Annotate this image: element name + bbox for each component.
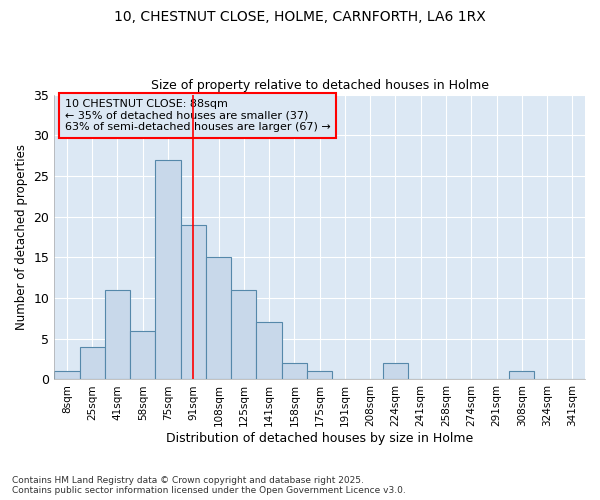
- Bar: [181, 225, 206, 380]
- Text: 10 CHESTNUT CLOSE: 88sqm
← 35% of detached houses are smaller (37)
63% of semi-d: 10 CHESTNUT CLOSE: 88sqm ← 35% of detach…: [65, 99, 331, 132]
- Bar: [307, 372, 332, 380]
- Bar: [282, 363, 307, 380]
- Text: 10, CHESTNUT CLOSE, HOLME, CARNFORTH, LA6 1RX: 10, CHESTNUT CLOSE, HOLME, CARNFORTH, LA…: [114, 10, 486, 24]
- Bar: [155, 160, 181, 380]
- Bar: [509, 372, 535, 380]
- Bar: [105, 290, 130, 380]
- Bar: [54, 372, 80, 380]
- Bar: [206, 258, 231, 380]
- Y-axis label: Number of detached properties: Number of detached properties: [15, 144, 28, 330]
- Bar: [130, 330, 155, 380]
- Title: Size of property relative to detached houses in Holme: Size of property relative to detached ho…: [151, 79, 488, 92]
- Bar: [383, 363, 408, 380]
- Text: Contains HM Land Registry data © Crown copyright and database right 2025.
Contai: Contains HM Land Registry data © Crown c…: [12, 476, 406, 495]
- Bar: [231, 290, 256, 380]
- X-axis label: Distribution of detached houses by size in Holme: Distribution of detached houses by size …: [166, 432, 473, 445]
- Bar: [80, 347, 105, 380]
- Bar: [256, 322, 282, 380]
